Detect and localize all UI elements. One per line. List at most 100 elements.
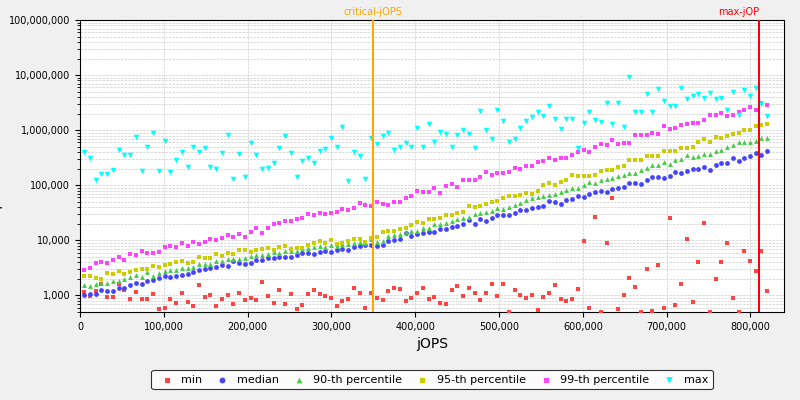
95-th percentile (761, 121, 774, 127)
max (669, 103, 682, 110)
median (612, 185, 625, 191)
max (571, 145, 584, 152)
max (692, 91, 705, 97)
90-th percentile (681, 152, 694, 159)
median (755, 152, 768, 158)
max (600, 99, 613, 106)
max (222, 132, 234, 139)
median (577, 194, 590, 200)
median (589, 189, 602, 196)
95-th percentile (285, 246, 298, 252)
95-th percentile (537, 182, 550, 189)
median (560, 196, 573, 203)
median (347, 244, 360, 250)
99-th percentile (222, 232, 234, 238)
median (158, 272, 171, 279)
median (726, 155, 739, 162)
99-th percentile (106, 256, 119, 263)
min (612, 306, 625, 312)
min (336, 297, 349, 304)
median (721, 160, 734, 166)
max (451, 132, 464, 138)
90-th percentile (158, 268, 171, 274)
median (703, 166, 716, 173)
95-th percentile (703, 139, 716, 145)
median (222, 262, 234, 269)
min (468, 290, 481, 296)
90-th percentile (537, 193, 550, 200)
95-th percentile (549, 181, 562, 188)
max (577, 120, 590, 127)
99-th percentile (606, 137, 618, 144)
99-th percentile (181, 243, 194, 250)
95-th percentile (486, 199, 498, 206)
median (491, 212, 504, 218)
95-th percentile (583, 172, 596, 179)
min (474, 297, 486, 303)
99-th percentile (90, 260, 102, 267)
90-th percentile (238, 255, 251, 262)
99-th percentile (175, 240, 188, 246)
median (640, 176, 653, 183)
99-th percentile (583, 148, 596, 155)
median (187, 269, 200, 275)
99-th percentile (566, 152, 578, 158)
max (394, 144, 406, 150)
median (698, 164, 710, 170)
90-th percentile (405, 228, 418, 235)
90-th percentile (549, 191, 562, 198)
90-th percentile (302, 245, 314, 251)
95-th percentile (130, 267, 142, 273)
90-th percentile (106, 278, 119, 284)
min (715, 259, 728, 266)
90-th percentile (428, 221, 441, 227)
min (90, 288, 102, 294)
90-th percentile (709, 148, 722, 154)
90-th percentile (112, 278, 125, 284)
99-th percentile (497, 170, 510, 176)
max (227, 175, 240, 182)
99-th percentile (600, 142, 613, 148)
90-th percentile (388, 232, 401, 238)
min (554, 296, 567, 302)
90-th percentile (732, 139, 745, 145)
max (181, 164, 194, 170)
max (703, 89, 716, 96)
95-th percentile (83, 273, 96, 280)
min (250, 296, 262, 303)
99-th percentile (646, 130, 659, 136)
95-th percentile (78, 273, 90, 279)
90-th percentile (589, 180, 602, 186)
90-th percentile (193, 261, 206, 267)
median (629, 180, 642, 186)
99-th percentile (146, 250, 159, 256)
99-th percentile (417, 189, 430, 195)
min (198, 294, 211, 300)
max (267, 160, 280, 166)
min (302, 291, 314, 297)
max (589, 117, 602, 123)
median (370, 243, 383, 250)
median (738, 155, 750, 161)
min (457, 293, 470, 299)
90-th percentile (215, 258, 228, 264)
min (451, 282, 464, 289)
min (290, 306, 303, 313)
95-th percentile (618, 163, 630, 169)
median (210, 264, 222, 271)
95-th percentile (101, 270, 114, 276)
median (250, 257, 262, 263)
min (262, 292, 274, 299)
median (83, 291, 96, 297)
median (549, 198, 562, 205)
median (170, 273, 182, 280)
99-th percentile (439, 183, 452, 190)
99-th percentile (330, 208, 343, 215)
95-th percentile (204, 255, 217, 262)
min (347, 285, 360, 291)
99-th percentile (761, 101, 774, 108)
median (330, 246, 343, 253)
99-th percentile (549, 156, 562, 163)
median (290, 252, 303, 259)
90-th percentile (336, 241, 349, 248)
